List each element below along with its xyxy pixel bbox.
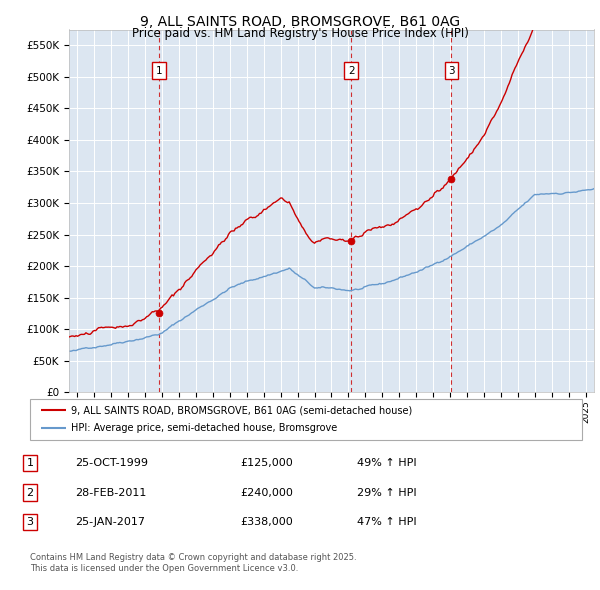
Text: 9, ALL SAINTS ROAD, BROMSGROVE, B61 0AG (semi-detached house): 9, ALL SAINTS ROAD, BROMSGROVE, B61 0AG …: [71, 405, 413, 415]
Text: £125,000: £125,000: [240, 458, 293, 468]
Text: 3: 3: [448, 65, 455, 76]
Text: £338,000: £338,000: [240, 517, 293, 527]
Text: 28-FEB-2011: 28-FEB-2011: [75, 488, 146, 497]
Text: £240,000: £240,000: [240, 488, 293, 497]
Text: 47% ↑ HPI: 47% ↑ HPI: [357, 517, 416, 527]
Text: 25-OCT-1999: 25-OCT-1999: [75, 458, 148, 468]
Text: 2: 2: [26, 488, 34, 497]
Text: 25-JAN-2017: 25-JAN-2017: [75, 517, 145, 527]
Text: 2: 2: [348, 65, 355, 76]
Text: 49% ↑ HPI: 49% ↑ HPI: [357, 458, 416, 468]
Text: Contains HM Land Registry data © Crown copyright and database right 2025.
This d: Contains HM Land Registry data © Crown c…: [30, 553, 356, 573]
Text: HPI: Average price, semi-detached house, Bromsgrove: HPI: Average price, semi-detached house,…: [71, 423, 338, 433]
Text: 1: 1: [26, 458, 34, 468]
Text: 1: 1: [156, 65, 163, 76]
Text: Price paid vs. HM Land Registry's House Price Index (HPI): Price paid vs. HM Land Registry's House …: [131, 27, 469, 40]
FancyBboxPatch shape: [30, 399, 582, 440]
Text: 3: 3: [26, 517, 34, 527]
Text: 29% ↑ HPI: 29% ↑ HPI: [357, 488, 416, 497]
Text: 9, ALL SAINTS ROAD, BROMSGROVE, B61 0AG: 9, ALL SAINTS ROAD, BROMSGROVE, B61 0AG: [140, 15, 460, 29]
